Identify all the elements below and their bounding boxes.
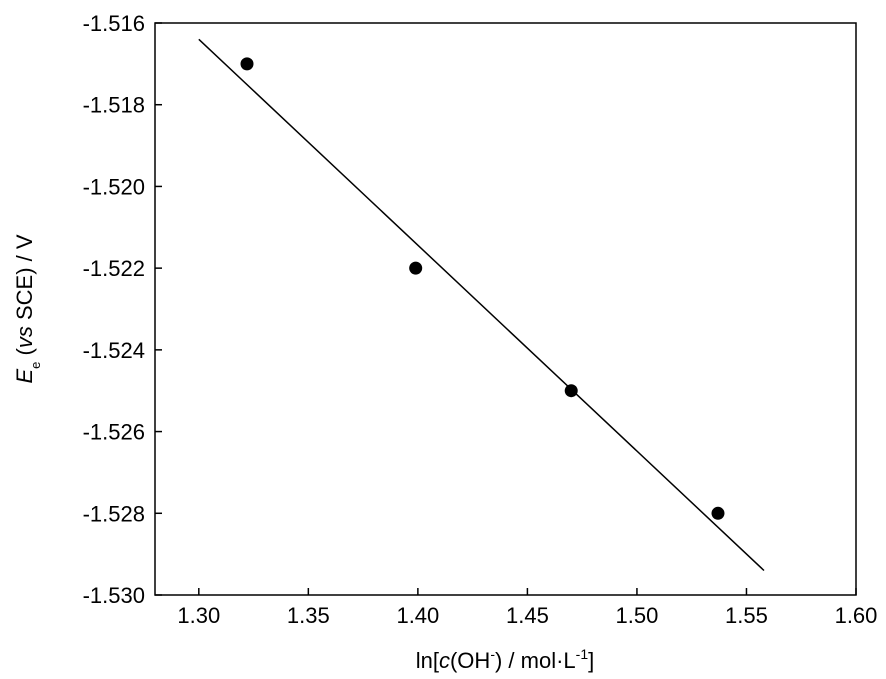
x-label-part: -1 bbox=[576, 646, 589, 662]
data-point bbox=[711, 506, 725, 520]
y-axis-label: Ee (vs SCE) / V bbox=[12, 234, 43, 383]
y-tick-label: -1.520 bbox=[83, 174, 145, 199]
y-label-part: e bbox=[28, 362, 43, 369]
y-label-part: ( bbox=[12, 347, 37, 361]
y-label-part: E bbox=[12, 369, 37, 384]
y-tick-label: -1.530 bbox=[83, 583, 145, 608]
y-tick-label: -1.524 bbox=[83, 338, 145, 363]
x-tick-label: 1.30 bbox=[177, 603, 220, 628]
x-tick-label: 1.45 bbox=[506, 603, 549, 628]
x-label-part: - bbox=[490, 646, 495, 662]
x-tick-label: 1.35 bbox=[287, 603, 330, 628]
y-tick-label: -1.522 bbox=[83, 256, 145, 281]
y-label-part: SCE) / V bbox=[12, 234, 37, 326]
data-point bbox=[564, 384, 578, 398]
x-tick-label: 1.50 bbox=[616, 603, 659, 628]
x-label-part: ln[ bbox=[416, 648, 439, 673]
y-tick-label: -1.526 bbox=[83, 420, 145, 445]
y-label-part: vs bbox=[12, 326, 37, 348]
data-point bbox=[240, 57, 254, 71]
data-point bbox=[409, 261, 423, 275]
y-tick-label: -1.528 bbox=[83, 501, 145, 526]
x-label-part: ) / mol·L bbox=[495, 648, 576, 673]
x-tick-label: 1.40 bbox=[396, 603, 439, 628]
x-axis-label: ln[c(OH-) / mol·L-1] bbox=[416, 646, 595, 673]
x-tick-label: 1.55 bbox=[725, 603, 768, 628]
x-tick-label: 1.60 bbox=[835, 603, 878, 628]
x-label-part: ] bbox=[588, 648, 594, 673]
y-tick-label: -1.516 bbox=[83, 11, 145, 36]
x-label-part: c bbox=[439, 648, 450, 673]
fit-line bbox=[198, 38, 765, 572]
x-label-part: (OH bbox=[450, 648, 490, 673]
y-tick-label: -1.518 bbox=[83, 93, 145, 118]
plot-frame bbox=[154, 22, 857, 596]
